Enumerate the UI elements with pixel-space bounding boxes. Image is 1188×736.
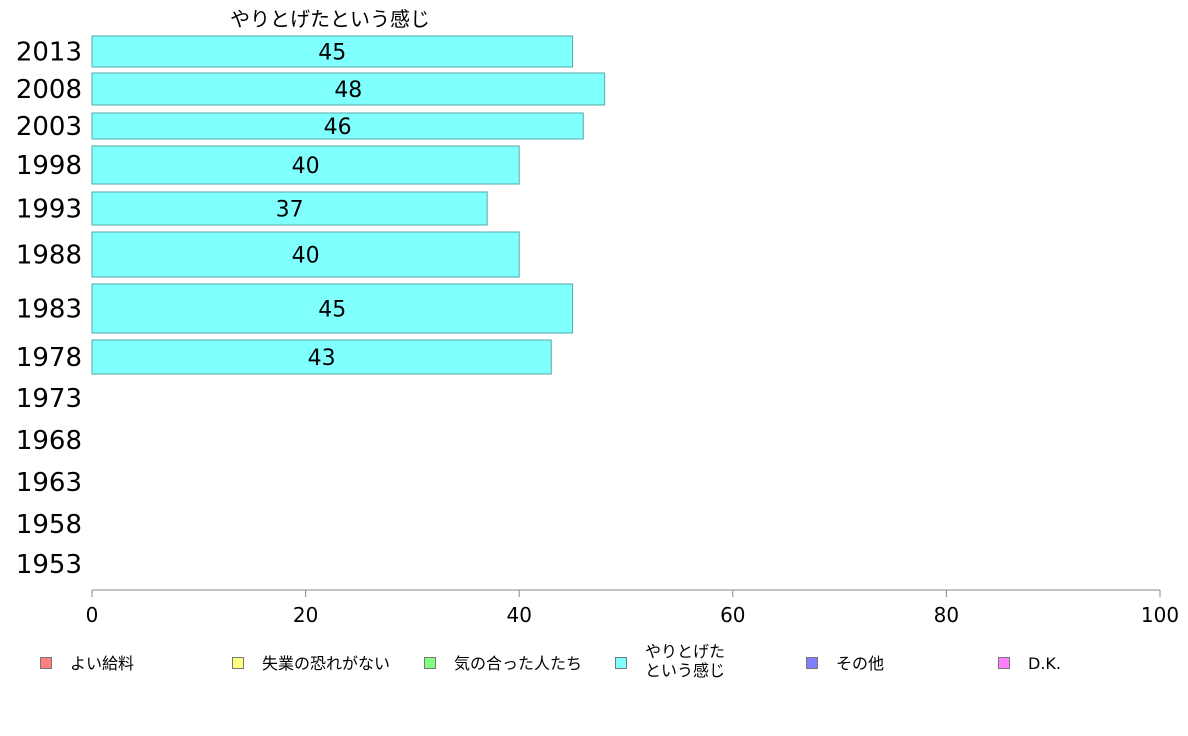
bar bbox=[91, 283, 574, 334]
y-tick-label: 1963 bbox=[16, 468, 82, 498]
bar bbox=[91, 112, 584, 140]
bar bbox=[91, 35, 574, 68]
legend-swatch bbox=[232, 657, 244, 669]
y-tick-label: 2008 bbox=[16, 75, 82, 105]
legend-label: 失業の恐れがない bbox=[262, 654, 391, 673]
legend-label: やりとげた という感じ bbox=[645, 642, 726, 680]
legend-label: D.K. bbox=[1028, 654, 1061, 673]
data-label: 45 bbox=[318, 298, 346, 323]
bar bbox=[91, 339, 552, 375]
legend-label: その他 bbox=[836, 654, 885, 673]
y-tick-label: 1978 bbox=[16, 343, 82, 373]
bar bbox=[91, 145, 520, 185]
y-tick-label: 1958 bbox=[16, 510, 82, 540]
x-axis: 0 20 40 60 80 100 bbox=[86, 589, 1179, 627]
x-tick-label: 60 bbox=[720, 603, 745, 627]
legend-label: 気の合った人たち bbox=[454, 654, 583, 673]
chart-title: やりとげたという感じ bbox=[230, 7, 430, 31]
legend-swatch bbox=[998, 657, 1010, 669]
y-tick-label: 2003 bbox=[16, 112, 82, 142]
legend: よい給料 失業の恐れがない 気の合った人たち やりとげた という感じ その他 D… bbox=[0, 640, 1188, 700]
data-label: 46 bbox=[324, 115, 352, 140]
data-label: 40 bbox=[292, 244, 320, 269]
legend-item-good-colleagues: 気の合った人たち bbox=[424, 654, 582, 673]
bar bbox=[91, 72, 606, 106]
legend-swatch bbox=[806, 657, 818, 669]
y-tick-label: 1953 bbox=[16, 550, 82, 580]
x-tick-label: 100 bbox=[1141, 603, 1179, 627]
legend-item-job-security: 失業の恐れがない bbox=[232, 654, 390, 673]
x-tick-label: 20 bbox=[293, 603, 318, 627]
data-label: 45 bbox=[318, 41, 346, 66]
legend-item-dk: D.K. bbox=[998, 654, 1061, 673]
legend-item-accomplishment: やりとげた という感じ bbox=[615, 642, 725, 680]
legend-label: よい給料 bbox=[70, 654, 135, 673]
y-tick-label: 1968 bbox=[16, 426, 82, 456]
bar bbox=[91, 191, 488, 226]
x-tick-label: 40 bbox=[506, 603, 531, 627]
legend-swatch bbox=[40, 657, 52, 669]
y-tick-label: 1988 bbox=[16, 241, 82, 271]
data-label: 48 bbox=[334, 78, 362, 103]
legend-swatch bbox=[424, 657, 436, 669]
y-axis-labels: 2013 2008 2003 1998 1993 1988 1983 1978 1973 1968… bbox=[16, 38, 82, 581]
data-label: 40 bbox=[292, 154, 320, 179]
y-tick-label: 1993 bbox=[16, 195, 82, 225]
x-tick-label: 80 bbox=[934, 603, 959, 627]
data-label: 37 bbox=[276, 198, 304, 223]
legend-item-good-pay: よい給料 bbox=[40, 654, 134, 673]
y-tick-label: 2013 bbox=[16, 38, 82, 68]
data-label: 43 bbox=[308, 346, 336, 371]
x-tick-label: 0 bbox=[86, 603, 99, 627]
y-tick-label: 1973 bbox=[16, 384, 82, 414]
bar bbox=[91, 231, 520, 278]
y-tick-label: 1983 bbox=[16, 295, 82, 325]
legend-item-other: その他 bbox=[806, 654, 884, 673]
legend-swatch bbox=[615, 657, 627, 669]
y-tick-label: 1998 bbox=[16, 151, 82, 181]
